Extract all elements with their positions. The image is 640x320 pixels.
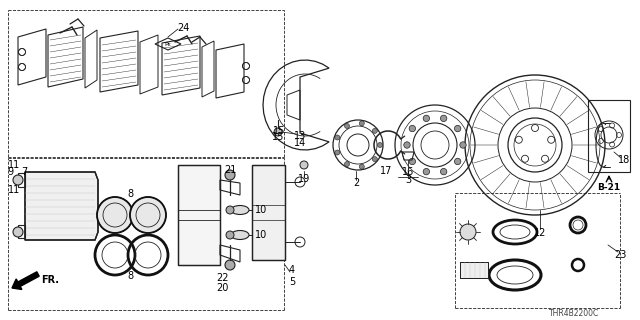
Text: 2: 2 [353,178,359,188]
Text: 11: 11 [8,185,20,195]
Text: 17: 17 [380,166,392,176]
Text: 10: 10 [255,230,267,240]
Circle shape [344,162,349,166]
Circle shape [359,121,364,126]
Polygon shape [252,165,285,260]
Circle shape [225,170,235,180]
Text: 18: 18 [618,155,630,165]
Text: 19: 19 [298,174,310,184]
Text: 15: 15 [273,126,285,136]
Text: 10: 10 [255,205,267,215]
Text: 23: 23 [614,250,626,260]
Circle shape [335,150,340,155]
Circle shape [13,227,23,237]
Circle shape [378,142,383,148]
Circle shape [97,197,133,233]
Text: FR.: FR. [41,275,59,285]
Text: 11: 11 [8,160,20,170]
Text: 5: 5 [289,277,295,287]
Circle shape [454,125,461,132]
Circle shape [226,206,234,214]
Circle shape [454,158,461,165]
Text: 4: 4 [289,265,295,275]
Circle shape [409,158,415,165]
Ellipse shape [231,230,249,239]
Text: 20: 20 [216,283,228,293]
Polygon shape [25,172,98,240]
Text: 21: 21 [224,165,236,175]
Circle shape [460,142,466,148]
Text: 14: 14 [294,138,306,148]
Circle shape [225,260,235,270]
Text: 8: 8 [127,271,133,281]
Circle shape [13,175,23,185]
Text: 8: 8 [127,189,133,199]
Text: 16: 16 [402,167,414,177]
Text: 13: 13 [294,131,306,141]
FancyArrow shape [12,272,39,290]
Text: B-21: B-21 [597,182,621,191]
Text: 9: 9 [7,167,13,177]
Circle shape [404,142,410,148]
Text: 15: 15 [272,132,284,142]
Circle shape [423,115,429,122]
Circle shape [440,115,447,122]
Text: 3: 3 [405,175,411,185]
Text: 7: 7 [21,167,27,177]
Circle shape [344,124,349,128]
Circle shape [359,164,364,169]
Circle shape [274,128,282,136]
Circle shape [226,231,234,239]
Text: 22: 22 [216,273,228,283]
Polygon shape [460,262,488,278]
Text: 24: 24 [177,23,189,33]
Polygon shape [178,165,220,265]
Circle shape [409,125,415,132]
Text: 12: 12 [534,228,546,238]
Circle shape [300,161,308,169]
Circle shape [460,224,476,240]
Circle shape [130,197,166,233]
Circle shape [440,168,447,175]
Text: Pε: Pε [164,42,172,46]
Circle shape [372,157,378,162]
Circle shape [372,128,378,133]
Circle shape [335,135,340,140]
Circle shape [423,168,429,175]
Text: THR4B2200C: THR4B2200C [549,309,599,318]
Ellipse shape [231,205,249,214]
